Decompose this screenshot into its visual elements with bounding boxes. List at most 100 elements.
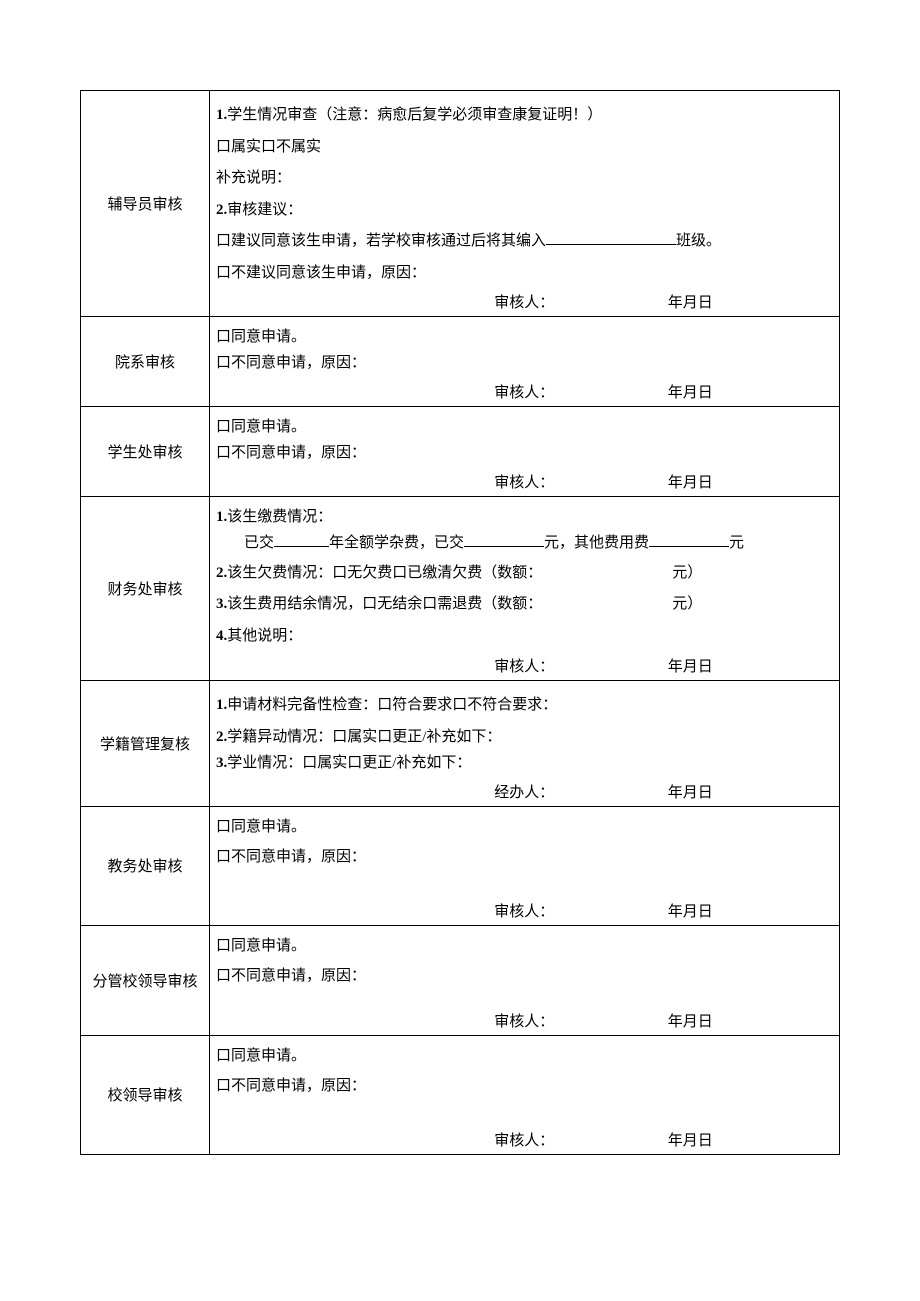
counselor-l5b: 班级。 xyxy=(676,233,721,249)
reg-date: 年月日 xyxy=(558,781,822,802)
fin-l1b-b: 年全额学杂费，已交 xyxy=(329,535,464,551)
fin-l3a: 该生费用结余情况，口无结余口需退费（数额： xyxy=(227,596,542,612)
counselor-l4-text: 审核建议： xyxy=(227,202,302,218)
label-registrar: 学籍管理复核 xyxy=(81,681,210,807)
fin-l1-text: 该生缴费情况： xyxy=(227,509,332,525)
reg-line1: 1.申请材料完备性检查：口符合要求口不符合要求： xyxy=(216,693,831,719)
fin-l4-text: 其他说明： xyxy=(227,628,302,644)
ld-signer-label: 审核人： xyxy=(216,1129,554,1150)
label-dept: 院系审核 xyxy=(81,316,210,406)
fin-line1: 1.该生缴费情况： xyxy=(216,505,831,529)
counselor-line4: 2.审核建议： xyxy=(216,198,831,224)
ac-line2: 口不同意申请，原因： xyxy=(216,845,831,871)
ld-signer: 审核人： 年月日 xyxy=(216,1129,831,1150)
fin-line4: 4.其他说明： xyxy=(216,624,831,650)
content-finance: 1.该生缴费情况： 已交 年全额学杂费，已交 元，其他费用费 元 2.该生欠费情况：口… xyxy=(210,496,840,681)
fin-line2: 2.该生欠费情况：口无欠费口已缴清欠费（数额： 元） xyxy=(216,561,831,587)
row-counselor: 辅导员审核 1.学生情况审查（注意：病愈后复学必须审查康复证明！） 口属实口不属… xyxy=(81,91,840,317)
content-counselor: 1.学生情况审查（注意：病愈后复学必须审查康复证明！） 口属实口不属实 补充说明… xyxy=(210,91,840,317)
row-leader: 校领导审核 口同意申请。 口不同意申请，原因： 审核人： 年月日 xyxy=(81,1035,840,1155)
vl-date: 年月日 xyxy=(558,1010,822,1031)
dept-signer-label: 审核人： xyxy=(216,381,554,402)
reg-signer-label: 经办人： xyxy=(216,781,554,802)
counselor-date: 年月日 xyxy=(558,291,822,312)
reg-l3-text: 学业情况：口属实口更正/补充如下： xyxy=(227,755,471,771)
sa-line1: 口同意申请。 xyxy=(216,415,831,439)
sa-line2: 口不同意申请，原因： xyxy=(216,441,831,465)
reg-l1-prefix: 1. xyxy=(216,697,227,713)
vl-signer-label: 审核人： xyxy=(216,1010,554,1031)
content-vice-leader: 口同意申请。 口不同意申请，原因： 审核人： 年月日 xyxy=(210,926,840,1036)
row-finance: 财务处审核 1.该生缴费情况： 已交年全额学杂费，已交元，其他费用费元 2.该生… xyxy=(81,496,840,681)
fin-l3-prefix: 3. xyxy=(216,596,227,612)
label-finance: 财务处审核 xyxy=(81,496,210,681)
form-page: 辅导员审核 1.学生情况审查（注意：病愈后复学必须审查康复证明！） 口属实口不属… xyxy=(0,0,920,1215)
vl-line1: 口同意申请。 xyxy=(216,934,831,958)
fin-l1b-a: 已交 xyxy=(244,535,274,551)
sa-date: 年月日 xyxy=(558,471,822,492)
fin-date: 年月日 xyxy=(558,655,822,676)
dept-line1: 口同意申请。 xyxy=(216,325,831,349)
reg-l2-prefix: 2. xyxy=(216,729,227,745)
fin-l2a: 该生欠费情况：口无欠费口已缴清欠费（数额： xyxy=(227,565,542,581)
vl-line2: 口不同意申请，原因： xyxy=(216,964,831,990)
fin-l2b: 元） xyxy=(672,565,702,581)
reg-l2-text: 学籍异动情况：口属实口更正/补充如下： xyxy=(227,729,501,745)
fin-l1-prefix: 1. xyxy=(216,509,227,525)
ac-date: 年月日 xyxy=(558,900,822,921)
vl-signer: 审核人： 年月日 xyxy=(216,1010,831,1031)
row-vice-leader: 分管校领导审核 口同意申请。 口不同意申请，原因： 审核人： 年月日 xyxy=(81,926,840,1036)
reg-l3-prefix: 3. xyxy=(216,755,227,771)
counselor-l1-prefix: 1. xyxy=(216,107,227,123)
fin-signer-label: 审核人： xyxy=(216,655,554,676)
row-registrar: 学籍管理复核 1.申请材料完备性检查：口符合要求口不符合要求： 2.学籍异动情况… xyxy=(81,681,840,807)
label-counselor: 辅导员审核 xyxy=(81,91,210,317)
label-student-affairs: 学生处审核 xyxy=(81,406,210,496)
dept-date: 年月日 xyxy=(558,381,822,402)
fin-signer: 审核人： 年月日 xyxy=(216,655,831,676)
dept-signer: 审核人： 年月日 xyxy=(216,381,831,402)
counselor-l1-text: 学生情况审查（注意：病愈后复学必须审查康复证明！） xyxy=(227,107,602,123)
counselor-l4-prefix: 2. xyxy=(216,202,227,218)
fin-l1b-c: 元，其他费用费 xyxy=(544,535,649,551)
ac-signer-label: 审核人： xyxy=(216,900,554,921)
fin-l4-prefix: 4. xyxy=(216,628,227,644)
counselor-line3: 补充说明： xyxy=(216,166,831,192)
counselor-line6: 口不建议同意该生申请，原因： xyxy=(216,261,831,285)
fin-l1b-d: 元 xyxy=(729,535,744,551)
fin-line3: 3.该生费用结余情况，口无结余口需退费（数额： 元） xyxy=(216,592,831,618)
label-academic: 教务处审核 xyxy=(81,806,210,926)
content-dept: 口同意申请。 口不同意申请，原因： 审核人： 年月日 xyxy=(210,316,840,406)
content-leader: 口同意申请。 口不同意申请，原因： 审核人： 年月日 xyxy=(210,1035,840,1155)
blank-amount2[interactable] xyxy=(649,531,729,547)
label-leader: 校领导审核 xyxy=(81,1035,210,1155)
label-vice-leader: 分管校领导审核 xyxy=(81,926,210,1036)
blank-class[interactable] xyxy=(546,229,676,245)
blank-amount1[interactable] xyxy=(464,531,544,547)
content-student-affairs: 口同意申请。 口不同意申请，原因： 审核人： 年月日 xyxy=(210,406,840,496)
counselor-l5a: 口建议同意该生申请，若学校审核通过后将其编入 xyxy=(216,233,546,249)
blank-year[interactable] xyxy=(274,531,329,547)
fin-line1b: 已交 年全额学杂费，已交 元，其他费用费 元 xyxy=(216,531,831,555)
reg-line2: 2.学籍异动情况：口属实口更正/补充如下： xyxy=(216,725,831,749)
ld-date: 年月日 xyxy=(558,1129,822,1150)
counselor-line5: 口建议同意该生申请，若学校审核通过后将其编入 班级。 xyxy=(216,229,831,255)
fin-l2-prefix: 2. xyxy=(216,565,227,581)
counselor-line1: 1.学生情况审查（注意：病愈后复学必须审查康复证明！） xyxy=(216,103,831,129)
content-academic: 口同意申请。 口不同意申请，原因： 审核人： 年月日 xyxy=(210,806,840,926)
fin-l3b: 元） xyxy=(672,596,702,612)
reg-signer: 经办人： 年月日 xyxy=(216,781,831,802)
counselor-signer: 审核人： 年月日 xyxy=(216,291,831,312)
reg-l1-text: 申请材料完备性检查：口符合要求口不符合要求： xyxy=(227,697,557,713)
counselor-signer-label: 审核人： xyxy=(216,291,554,312)
dept-line2: 口不同意申请，原因： xyxy=(216,351,831,375)
ld-line1: 口同意申请。 xyxy=(216,1044,831,1068)
ac-line1: 口同意申请。 xyxy=(216,815,831,839)
row-dept: 院系审核 口同意申请。 口不同意申请，原因： 审核人： 年月日 xyxy=(81,316,840,406)
ac-signer: 审核人： 年月日 xyxy=(216,900,831,921)
sa-signer-label: 审核人： xyxy=(216,471,554,492)
approval-table: 辅导员审核 1.学生情况审查（注意：病愈后复学必须审查康复证明！） 口属实口不属… xyxy=(80,90,840,1155)
ld-line2: 口不同意申请，原因： xyxy=(216,1074,831,1100)
row-student-affairs: 学生处审核 口同意申请。 口不同意申请，原因： 审核人： 年月日 xyxy=(81,406,840,496)
sa-signer: 审核人： 年月日 xyxy=(216,471,831,492)
